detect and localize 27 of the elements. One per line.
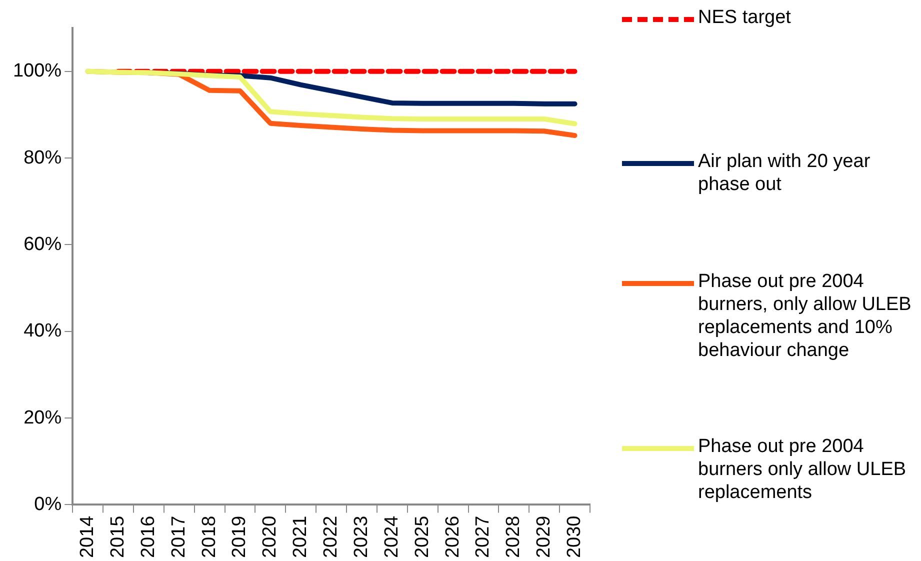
x-tick-label: 2027 [472,516,494,558]
y-tick-label: 40% [24,320,62,342]
y-tick-label: 60% [24,234,62,255]
x-tick-label: 2024 [381,515,402,558]
legend-label: NES target [698,6,792,29]
x-tick-label: 2030 [564,516,586,558]
x-tick-label: 2021 [290,516,312,558]
y-tick-label: 100% [12,60,62,82]
x-tick-label: 2025 [412,516,433,558]
x-tick-label: 2019 [229,516,250,558]
y-tick-label: 80% [24,147,62,168]
x-tick-label: 2028 [503,516,524,558]
x-tick-label: 2016 [138,516,159,558]
x-tick-label: 2018 [198,516,220,558]
x-tick-label: 2017 [168,516,190,558]
legend-label: Phase out pre 2004 burners only allow ULEB replacements [698,435,908,504]
x-tick-label: 2020 [260,516,281,558]
legend-label: Air plan with 20 year phase out [698,150,872,196]
x-tick-label: 2022 [320,516,342,558]
x-tick-label: 2015 [107,516,128,558]
y-tick-label: 0% [34,494,62,515]
x-tick-label: 2023 [350,516,372,558]
x-tick-label: 2026 [442,516,464,558]
y-tick-label: 20% [24,407,62,428]
legend-label: Phase out pre 2004 burners, only allow ULEB replacements and 10% behaviour change [698,270,912,362]
x-tick-label: 2014 [77,515,98,558]
x-tick-label: 2029 [534,516,555,558]
